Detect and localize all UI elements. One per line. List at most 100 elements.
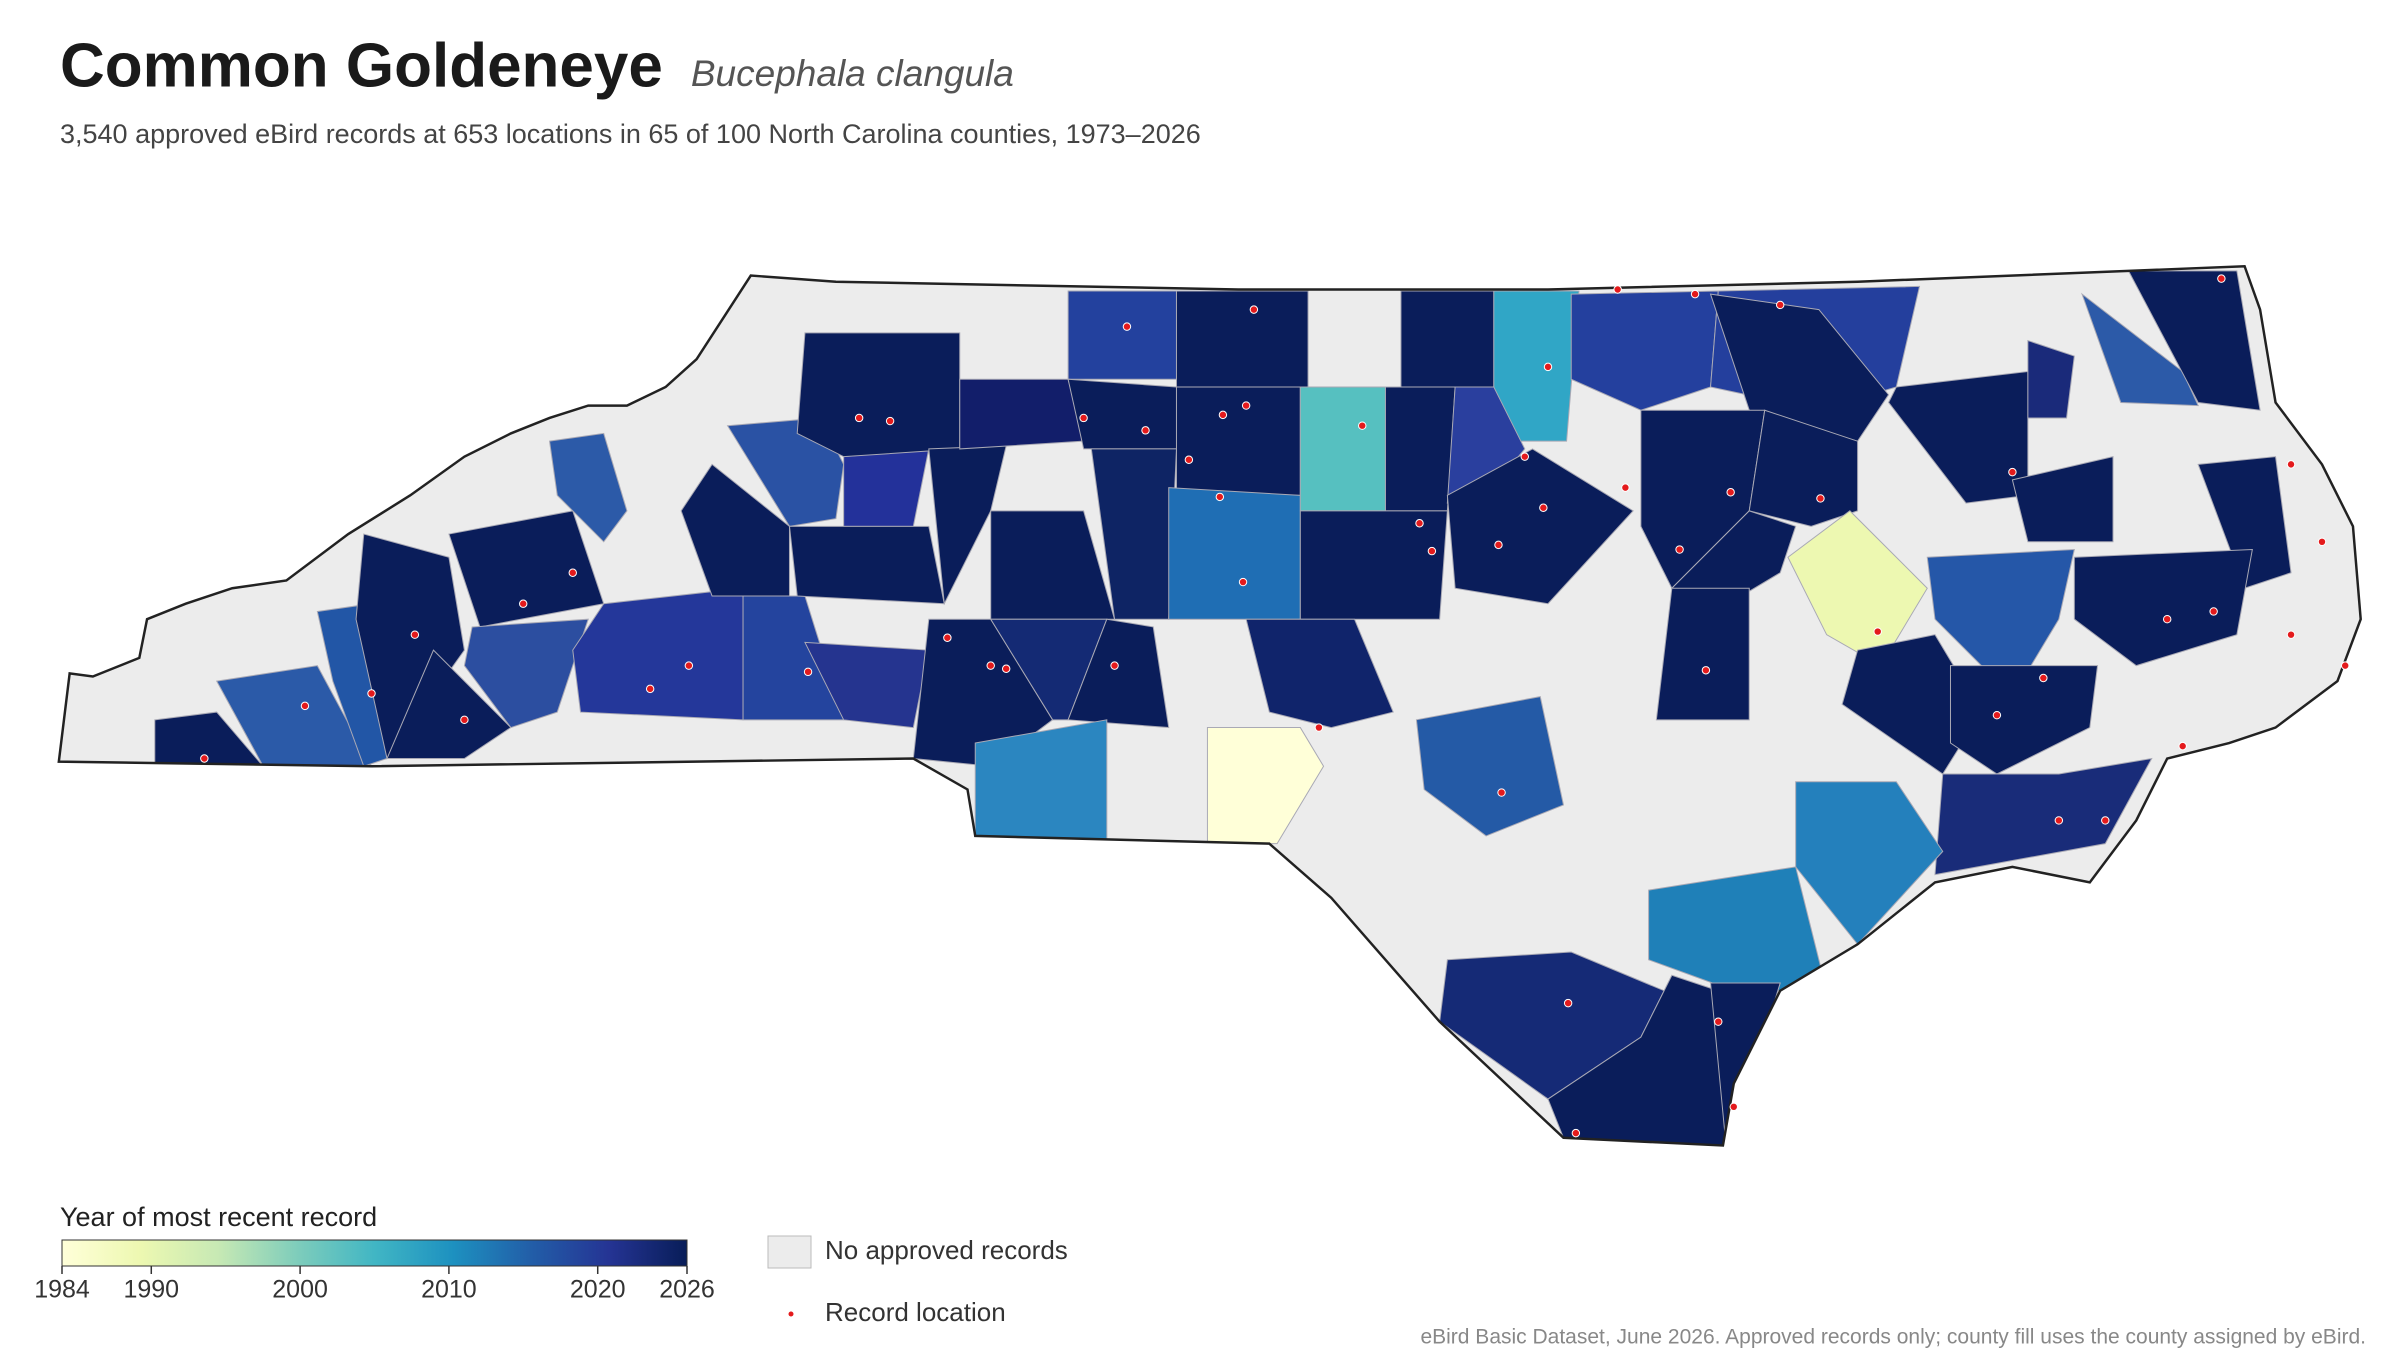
colorbar-tick-label: 2020 [570,1276,626,1304]
record-dot [2210,608,2217,615]
county [1656,588,1749,720]
colorbar [61,1239,688,1267]
record-dot [1080,414,1087,421]
county [550,433,627,541]
county [1300,387,1385,511]
record-dot [201,755,208,762]
county [2129,271,2261,410]
record-dot [2179,742,2186,749]
record-dot [1874,628,1881,635]
county [387,650,511,758]
county [1749,410,1857,526]
record-location-label: Record location [825,1297,1006,1327]
colorbar-tick-label: 1990 [123,1276,179,1304]
county [797,333,960,457]
colorbar-tick-label: 1984 [34,1276,90,1304]
record-dot [1250,306,1257,313]
record-dot [2218,275,2225,282]
record-dot [1622,484,1629,491]
record-dot [520,600,527,607]
record-dots [201,275,2349,1137]
record-dot [646,685,653,692]
record-dot [1185,456,1192,463]
record-dot [1691,290,1698,297]
record-dot [1614,286,1621,293]
record-dot [2287,461,2294,468]
title: Common Goldeneye [60,31,663,100]
scientific-name: Bucephala clangula [691,53,1014,94]
record-dot [2009,468,2016,475]
colorbar-tick-label: 2010 [421,1276,477,1304]
record-dot [1572,1129,1579,1136]
record-dot [1676,546,1683,553]
record-dot [1315,724,1322,731]
county [805,642,929,727]
source-note: eBird Basic Dataset, June 2026. Approved… [1420,1326,2366,1349]
record-dot [1730,1103,1737,1110]
county [681,464,789,596]
record-dot [886,417,893,424]
record-dot [1495,541,1502,548]
record-dot [1428,547,1435,554]
county [1796,782,1943,945]
county [2198,457,2291,589]
county [1416,697,1563,836]
record-dot [2287,631,2294,638]
county [1950,666,2097,774]
county [960,379,1084,449]
record-dot [411,631,418,638]
record-dot [1540,504,1547,511]
record-dot [1142,427,1149,434]
county [1169,488,1301,620]
county [991,511,1115,619]
record-dot [987,662,994,669]
record-dot [1715,1018,1722,1025]
record-swatch [788,1311,794,1317]
county [1300,511,1447,619]
county [1176,387,1300,495]
record-dot [1416,520,1423,527]
county [2082,294,2198,405]
county [2028,341,2074,418]
county [1246,619,1393,727]
county [2074,550,2252,666]
record-dot [1123,323,1130,330]
county [1447,449,1633,604]
record-dot [2318,538,2325,545]
record-dot [1702,667,1709,674]
record-dot [2342,662,2349,669]
record-dot [2055,817,2062,824]
county [2012,457,2113,542]
colorbar-ticks: 1984 1990 2000 2010 2020 2026 [34,1266,715,1304]
record-dot [301,702,308,709]
record-dot [1498,789,1505,796]
record-dot [1817,495,1824,502]
map [57,265,2362,1147]
county [1788,511,1927,666]
colorbar-tick-label: 2000 [272,1276,328,1304]
record-dot [461,716,468,723]
record-dot [1727,489,1734,496]
record-dot [1239,578,1246,585]
record-dot [1219,411,1226,418]
subtitle: 3,540 approved eBird records at 653 loca… [60,119,1201,149]
record-dot [685,662,692,669]
record-dot [2102,817,2109,824]
counties [58,266,2361,1146]
record-dot [2040,674,2047,681]
record-dot [1776,301,1783,308]
legend-title: Year of most recent record [60,1202,377,1232]
no-records-label: No approved records [825,1235,1068,1265]
county [464,619,588,727]
county [844,449,929,526]
record-dot [855,414,862,421]
county [1401,291,1494,387]
record-dot [1564,999,1571,1006]
record-dot [1111,662,1118,669]
record-dot [1216,493,1223,500]
record-dot [944,634,951,641]
record-dot [368,690,375,697]
record-dot [1002,665,1009,672]
record-dot [1359,422,1366,429]
